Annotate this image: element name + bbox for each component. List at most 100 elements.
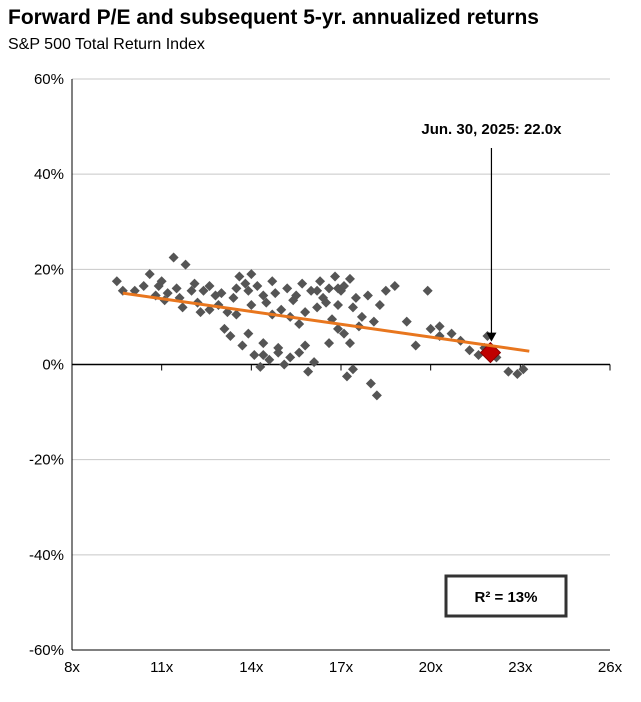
data-point (267, 276, 278, 287)
data-point (341, 371, 352, 382)
data-point (303, 366, 314, 377)
data-point (410, 340, 421, 351)
data-point (144, 269, 155, 280)
r-squared-label: R² = 13% (475, 589, 538, 606)
data-point (347, 302, 358, 313)
data-point (315, 276, 326, 287)
data-point (464, 345, 475, 356)
data-point (312, 302, 323, 313)
r-squared-box: R² = 13% (444, 574, 568, 618)
data-point (258, 290, 269, 301)
data-point (171, 283, 182, 294)
data-point (186, 285, 197, 296)
data-point (344, 338, 355, 349)
data-point (246, 300, 257, 311)
data-point (261, 297, 272, 308)
y-tick-label: -40% (29, 547, 64, 564)
data-point (291, 290, 302, 301)
y-tick-label: -20% (29, 452, 64, 469)
x-tick-label: 17x (329, 659, 354, 676)
data-point (264, 354, 275, 365)
data-point (338, 328, 349, 339)
data-point (324, 283, 335, 294)
data-point (138, 280, 149, 291)
data-point (234, 271, 245, 282)
annotation-group: Jun. 30, 2025: 22.0x (421, 121, 562, 342)
data-points (111, 252, 529, 401)
data-point (347, 364, 358, 375)
data-point (344, 273, 355, 284)
data-point (189, 278, 200, 289)
data-point (300, 340, 311, 351)
chart-title: Forward P/E and subsequent 5-yr. annuali… (8, 6, 539, 29)
data-point (225, 330, 236, 341)
data-point (243, 328, 254, 339)
trendline-group (122, 291, 530, 353)
chart-subtitle: S&P 500 Total Return Index (8, 36, 205, 53)
data-point (518, 364, 529, 375)
data-point (356, 311, 367, 322)
x-tick-label: 14x (239, 659, 264, 676)
data-point (294, 347, 305, 358)
data-point (276, 304, 287, 315)
data-point (246, 269, 257, 280)
data-point (297, 278, 308, 289)
data-point (195, 307, 206, 318)
axes: 60% 40% 20% 0% -20% -40% -60%8x 11x 14x 17x 20x 23x… (29, 71, 623, 676)
data-point (300, 307, 311, 318)
data-point (243, 285, 254, 296)
data-point (338, 280, 349, 291)
data-point (425, 323, 436, 334)
data-point (228, 292, 239, 303)
data-point (309, 357, 320, 368)
y-tick-label: 60% (34, 71, 64, 88)
y-tick-label: 0% (42, 357, 64, 374)
data-point (350, 292, 361, 303)
x-tick-label: 8x (64, 659, 80, 676)
data-point (111, 276, 122, 287)
data-point (273, 342, 284, 353)
data-point (204, 280, 215, 291)
r-squared-frame (444, 574, 568, 618)
data-point (330, 271, 341, 282)
data-point (294, 319, 305, 330)
data-point (249, 349, 260, 360)
annotation-arrow-head (486, 332, 497, 342)
data-point (306, 285, 317, 296)
annotation-label: Jun. 30, 2025: 22.0x (421, 121, 562, 138)
data-point (198, 285, 209, 296)
data-point (168, 252, 179, 263)
data-point (321, 297, 332, 308)
data-point (512, 369, 523, 380)
data-point (365, 378, 376, 389)
data-point (371, 390, 382, 401)
y-tick-label: 20% (34, 261, 64, 278)
data-point (446, 328, 457, 339)
data-point (380, 285, 391, 296)
data-point (362, 290, 373, 301)
data-point (153, 280, 164, 291)
data-point (333, 323, 344, 334)
y-tick-label: 40% (34, 166, 64, 183)
data-point (258, 349, 269, 360)
data-point (270, 288, 281, 299)
data-point (422, 285, 433, 296)
data-point (162, 288, 173, 299)
data-point (258, 338, 269, 349)
data-point (240, 278, 251, 289)
data-point (231, 283, 242, 294)
data-point (401, 316, 412, 327)
data-point (434, 321, 445, 332)
data-point (389, 280, 400, 291)
data-point (374, 300, 385, 311)
x-tick-label: 20x (419, 659, 444, 676)
y-tick-label: -60% (29, 642, 64, 659)
data-point (237, 340, 248, 351)
x-tick-label: 26x (598, 659, 623, 676)
data-point (333, 300, 344, 311)
data-point (368, 316, 379, 327)
data-point (177, 302, 188, 313)
data-point (231, 309, 242, 320)
data-point (252, 280, 263, 291)
data-point (282, 283, 293, 294)
